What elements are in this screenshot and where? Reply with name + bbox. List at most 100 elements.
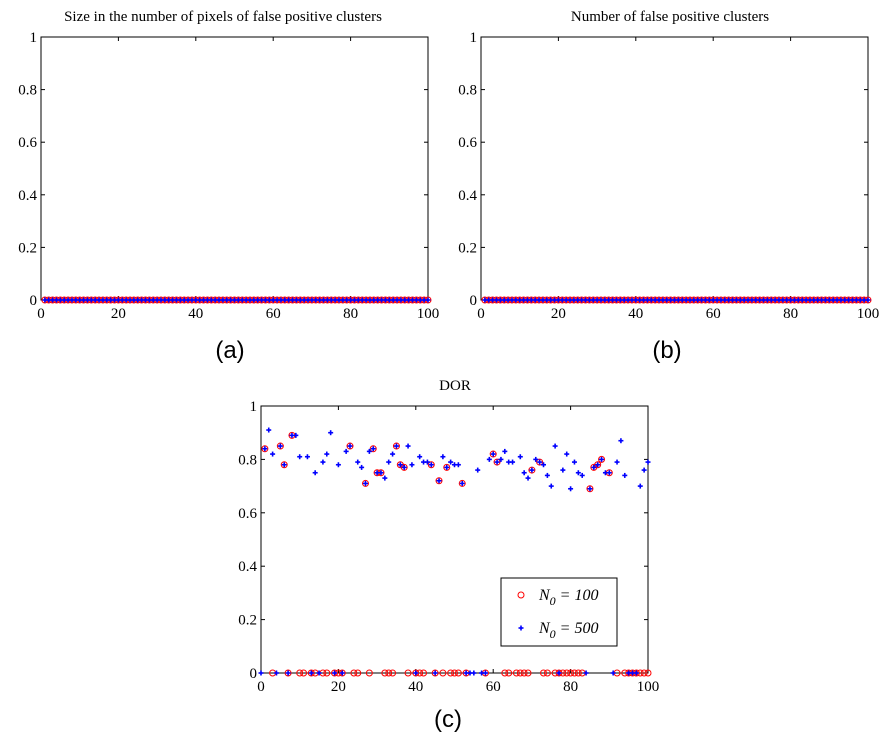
point-plus: [413, 670, 419, 676]
x-tick-label: 0: [477, 306, 485, 322]
point-plus: [637, 483, 643, 489]
point-circle: [528, 466, 536, 474]
point-circle: [435, 477, 443, 485]
point-plus: [440, 454, 446, 460]
point-plus: [591, 464, 597, 470]
axes-frame: [260, 405, 649, 674]
point-plus: [529, 467, 535, 473]
y-tick-label: 1: [470, 30, 478, 46]
point-plus: [587, 486, 593, 492]
point-circle: [447, 669, 455, 677]
point-plus: [285, 670, 291, 676]
point-circle: [369, 445, 377, 453]
point-circle: [361, 479, 369, 487]
x-tick-label: 60: [486, 679, 501, 695]
point-circle: [354, 669, 362, 677]
point-plus: [266, 427, 272, 433]
point-plus: [270, 451, 276, 457]
point-circle: [501, 669, 509, 677]
point-plus: [599, 456, 605, 462]
point-circle: [570, 669, 578, 677]
point-plus: [517, 454, 523, 460]
point-plus: [552, 443, 558, 449]
y-tick-label: 0.6: [458, 135, 477, 151]
point-circle: [543, 669, 551, 677]
point-plus: [486, 456, 492, 462]
panel-a: Size in the number of pixels of false po…: [18, 9, 439, 364]
point-circle: [644, 669, 652, 677]
x-tick-label: 80: [783, 306, 798, 322]
point-plus: [622, 472, 628, 478]
y-tick-label: 0.8: [238, 452, 257, 468]
panel-caption: (b): [652, 337, 681, 364]
point-circle: [300, 669, 308, 677]
y-tick-label: 0: [30, 293, 38, 309]
point-circle: [385, 669, 393, 677]
point-circle: [346, 442, 354, 450]
point-plus: [575, 470, 581, 476]
point-plus: [641, 467, 647, 473]
x-tick-label: 40: [188, 306, 203, 322]
point-plus: [432, 670, 438, 676]
x-tick-label: 0: [257, 679, 265, 695]
point-plus: [448, 459, 454, 465]
y-tick-label: 0.8: [458, 83, 477, 99]
point-plus: [293, 432, 299, 438]
point-plus: [494, 459, 500, 465]
point-plus: [571, 459, 577, 465]
point-circle: [389, 669, 397, 677]
point-plus: [312, 470, 318, 476]
point-plus: [425, 297, 431, 303]
point-plus: [498, 456, 504, 462]
point-circle: [261, 445, 269, 453]
legend-marker-circle: [517, 591, 525, 599]
point-plus: [560, 467, 566, 473]
point-plus: [273, 670, 279, 676]
legend-label: N0 = 100: [538, 587, 598, 608]
point-circle: [640, 669, 648, 677]
point-plus: [428, 462, 434, 468]
point-circle: [420, 669, 428, 677]
point-plus: [339, 670, 345, 676]
point-circle: [451, 669, 458, 677]
point-circle: [516, 669, 524, 677]
x-tick-label: 80: [563, 679, 578, 695]
axes-frame: [480, 36, 869, 301]
point-plus: [401, 464, 407, 470]
x-tick-label: 80: [343, 306, 358, 322]
x-tick-label: 100: [637, 679, 660, 695]
point-circle: [567, 669, 575, 677]
point-plus: [633, 670, 639, 676]
y-tick-label: 1: [250, 399, 258, 415]
panel-c: DOR 0 20 40 60 80 100 0 0.2 0.4 0.6 0.8 1 N0 = 100 N0 …: [238, 378, 659, 733]
point-plus: [533, 456, 539, 462]
point-circle: [404, 669, 412, 677]
point-plus: [343, 448, 349, 454]
x-tick-label: 60: [706, 306, 721, 322]
panel-caption: (c): [434, 706, 462, 733]
point-plus: [610, 670, 616, 676]
point-plus: [614, 459, 620, 465]
point-circle: [392, 442, 400, 450]
point-plus: [471, 670, 477, 676]
point-plus: [386, 459, 392, 465]
point-plus: [455, 462, 461, 468]
point-plus: [335, 462, 341, 468]
point-plus: [359, 464, 365, 470]
legend-marker-plus: [518, 625, 524, 631]
point-circle: [594, 461, 602, 469]
x-tick-label: 20: [551, 306, 566, 322]
point-plus: [320, 459, 326, 465]
chart-title: DOR: [439, 378, 471, 394]
y-tick-label: 0.2: [458, 240, 477, 256]
point-plus: [618, 438, 624, 444]
point-plus: [606, 470, 612, 476]
point-circle: [439, 669, 447, 677]
x-tick-label: 40: [408, 679, 423, 695]
point-plus: [424, 459, 430, 465]
point-plus: [370, 446, 376, 452]
point-circle: [284, 669, 292, 677]
x-tick-label: 20: [111, 306, 126, 322]
y-tick-label: 0.4: [18, 188, 37, 204]
point-plus: [277, 443, 283, 449]
